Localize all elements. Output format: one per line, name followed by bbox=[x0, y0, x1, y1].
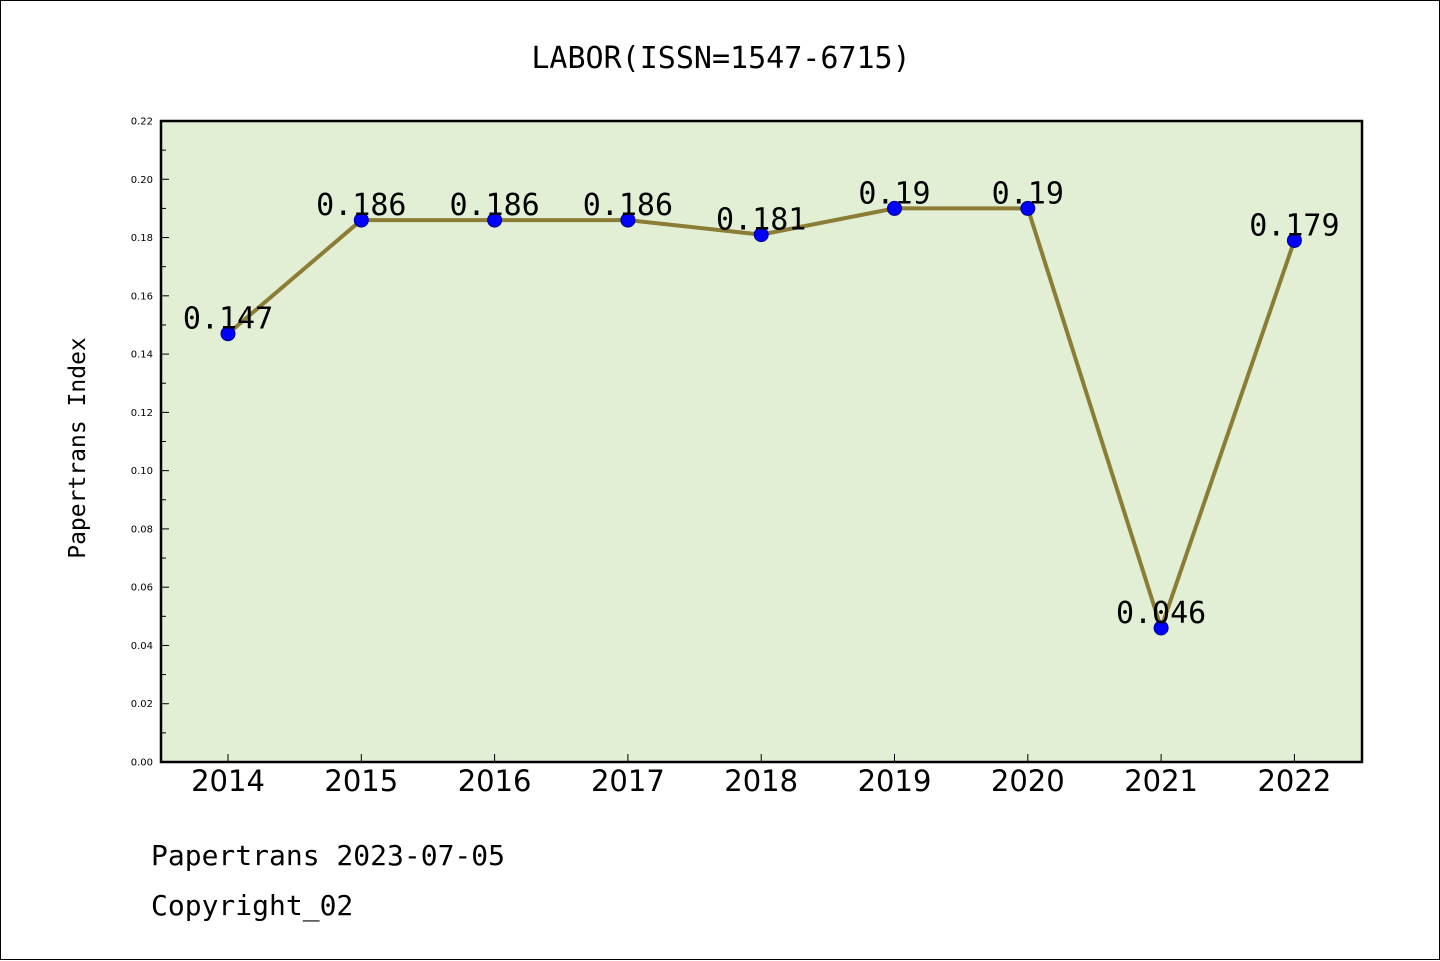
data-point bbox=[1153, 620, 1169, 636]
y-tick-label: 0.22 bbox=[131, 117, 153, 128]
data-point bbox=[1286, 232, 1302, 248]
x-tick-label: 2022 bbox=[1257, 764, 1331, 798]
x-tick-label: 2014 bbox=[191, 764, 265, 798]
y-axis-label: Papertrans Index bbox=[65, 337, 91, 559]
y-tick-label: 0.18 bbox=[131, 233, 153, 244]
data-point bbox=[753, 227, 769, 243]
y-tick-label: 0.06 bbox=[131, 583, 153, 594]
y-axis-ticks: 0.00 0.02 0.04 0.06 0.08 0.10 0.12 0.14 0.16 0.18… bbox=[131, 117, 169, 769]
y-tick-label: 0.02 bbox=[131, 699, 153, 710]
y-tick-label: 0.00 bbox=[131, 758, 153, 769]
data-label: 0.19 bbox=[858, 176, 930, 211]
y-tick-label: 0.12 bbox=[131, 408, 153, 419]
y-tick-label: 0.14 bbox=[131, 350, 153, 361]
x-tick-label: 2021 bbox=[1124, 764, 1198, 798]
data-label: 0.186 bbox=[316, 188, 406, 223]
data-label: 0.147 bbox=[183, 302, 273, 337]
data-label: 0.181 bbox=[716, 203, 806, 238]
x-tick-label: 2017 bbox=[591, 764, 665, 798]
chart-title: LABOR(ISSN=1547-6715) bbox=[531, 41, 910, 76]
x-tick-label: 2016 bbox=[458, 764, 532, 798]
x-tick-label: 2015 bbox=[324, 764, 398, 798]
x-tick-label: 2018 bbox=[724, 764, 798, 798]
data-point bbox=[220, 326, 236, 342]
y-tick-label: 0.20 bbox=[131, 175, 153, 186]
x-tick-label: 2020 bbox=[991, 764, 1065, 798]
data-point bbox=[1020, 200, 1036, 216]
data-label: 0.19 bbox=[992, 176, 1064, 211]
data-point bbox=[620, 212, 636, 228]
y-tick-label: 0.08 bbox=[131, 524, 153, 535]
data-label: 0.179 bbox=[1249, 208, 1339, 243]
data-point bbox=[487, 212, 503, 228]
x-axis-ticks: 2014 2015 2016 2017 2018 2019 2020 2021 2022 bbox=[191, 754, 1331, 798]
y-tick-label: 0.04 bbox=[131, 641, 153, 652]
series-layer: 0.147 0.186 0.186 0.186 0.181 0.19 0.19 0.046 0.… bbox=[183, 176, 1340, 636]
x-tick-label: 2019 bbox=[858, 764, 932, 798]
footer-copyright: Copyright_02 bbox=[151, 889, 353, 923]
data-label: 0.186 bbox=[449, 188, 539, 223]
plot-frame bbox=[159, 119, 1364, 764]
y-tick-label: 0.16 bbox=[131, 291, 153, 302]
data-label: 0.186 bbox=[583, 188, 673, 223]
footer-date: Papertrans 2023-07-05 bbox=[151, 839, 505, 872]
data-label: 0.046 bbox=[1116, 596, 1206, 631]
y-tick-label: 0.10 bbox=[131, 466, 153, 477]
data-point bbox=[353, 212, 369, 228]
data-point bbox=[887, 200, 902, 216]
